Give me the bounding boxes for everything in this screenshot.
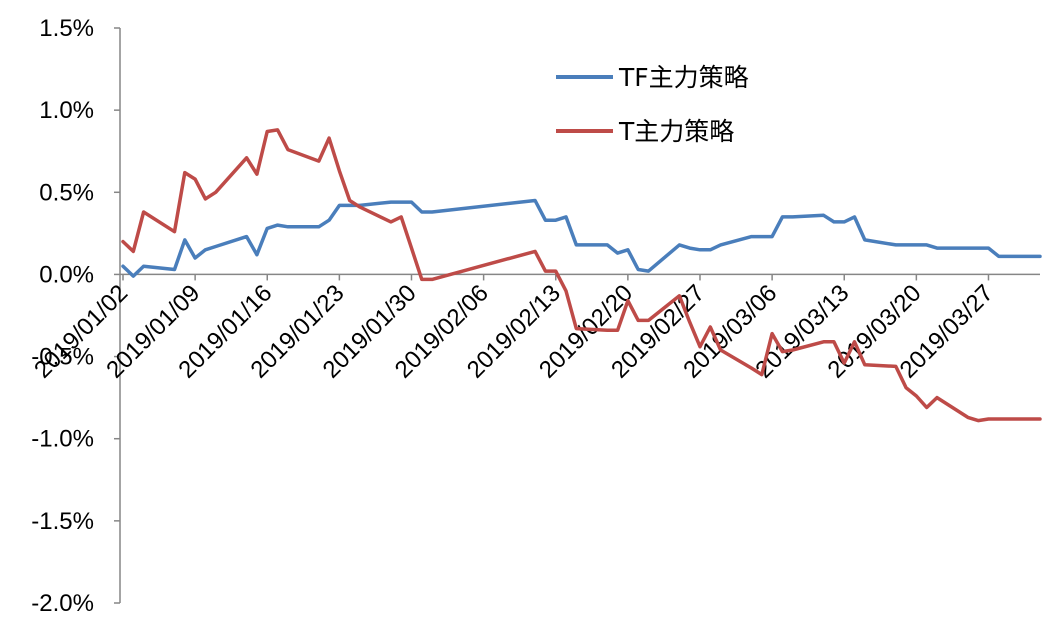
y-tick-label: 0.0%: [39, 261, 94, 288]
legend-label-1: TF主力策略: [618, 63, 749, 92]
y-tick-label: -1.0%: [31, 426, 94, 453]
y-tick-label: -0.5%: [31, 344, 94, 371]
y-tick-label: 1.5%: [39, 15, 94, 42]
series-layer: [121, 128, 1042, 423]
legend: TF主力策略 T主力策略: [556, 63, 749, 146]
y-tick-label: -2.0%: [31, 590, 94, 617]
legend-label-2: T主力策略: [618, 117, 734, 146]
series-line-1: [121, 198, 1042, 278]
y-axis: 1.5% 1.0% 0.5% 0.0% -0.5% -1.0% -1.5% -2.0%: [31, 15, 121, 617]
y-tick-label: 1.0%: [39, 97, 94, 124]
y-tick-label: 0.5%: [39, 179, 94, 206]
y-tick-label: -1.5%: [31, 508, 94, 535]
series-line-2: [121, 128, 1042, 423]
